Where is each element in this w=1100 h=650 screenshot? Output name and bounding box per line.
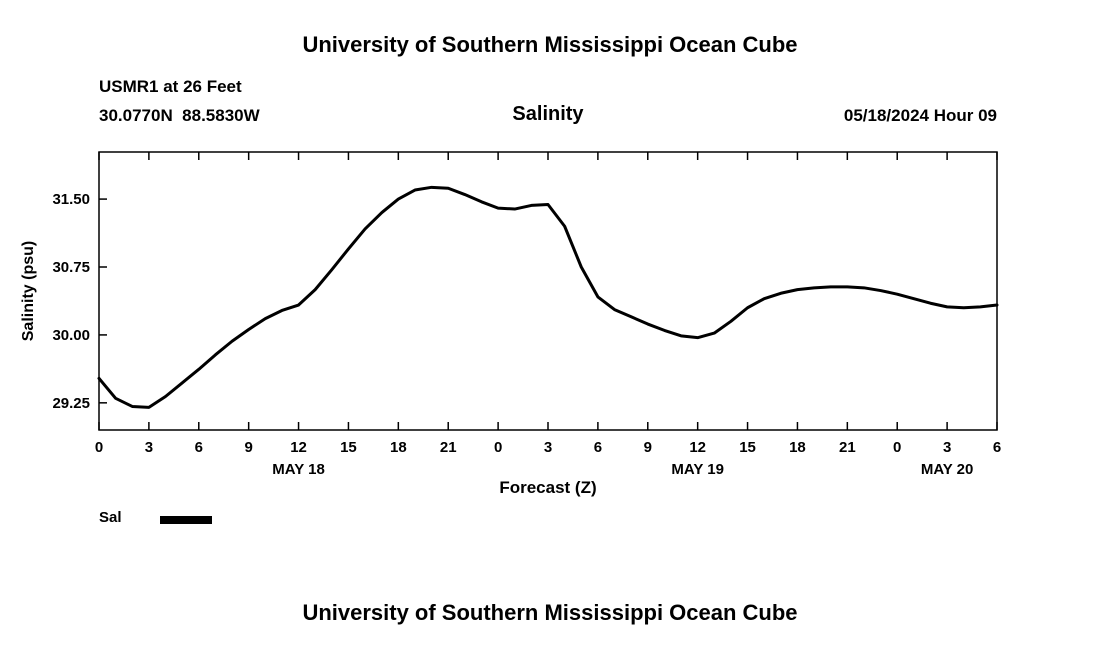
- page-title-top: University of Southern Mississippi Ocean…: [302, 32, 798, 57]
- x-tick-label: 9: [644, 439, 652, 456]
- chart-title: Salinity: [512, 103, 584, 125]
- page-title-bottom: University of Southern Mississippi Ocean…: [302, 600, 798, 625]
- x-tick-label: 3: [943, 439, 951, 456]
- day-label: MAY 20: [921, 461, 974, 478]
- x-tick-label: 6: [195, 439, 203, 456]
- x-tick-label: 0: [893, 439, 901, 456]
- station-label: USMR1 at 26 Feet: [99, 77, 242, 96]
- x-tick-label: 12: [689, 439, 706, 456]
- salinity-line: [97, 185, 999, 409]
- plot-frame: [98, 151, 998, 431]
- x-axis-label: Forecast (Z): [499, 478, 597, 497]
- x-tick-label: 12: [290, 439, 307, 456]
- x-tick-label: 9: [244, 439, 252, 456]
- datetime-label: 05/18/2024 Hour 09: [843, 106, 997, 125]
- x-tick-label: 3: [544, 439, 552, 456]
- x-tick-label: 6: [594, 439, 602, 456]
- legend-label: Sal: [99, 509, 122, 526]
- day-label: MAY 19: [671, 461, 724, 478]
- x-tick-label: 6: [993, 439, 1001, 456]
- x-tick-label: 21: [839, 439, 856, 456]
- x-tick-label: 18: [789, 439, 806, 456]
- x-tick-label: 21: [440, 439, 457, 456]
- x-tick-label: 15: [340, 439, 357, 456]
- coordinates-label: 30.0770N 88.5830W: [99, 106, 260, 125]
- y-tick-label: 29.25: [52, 395, 90, 412]
- y-tick-label: 30.00: [52, 327, 90, 344]
- day-label: MAY 18: [272, 461, 325, 478]
- x-tick-label: 3: [145, 439, 153, 456]
- legend-line-swatch: [160, 516, 212, 524]
- x-tick-label: 15: [739, 439, 756, 456]
- x-tick-label: 0: [494, 439, 502, 456]
- x-tick-label: 18: [390, 439, 407, 456]
- y-tick-label: 30.75: [52, 259, 90, 276]
- y-tick-label: 31.50: [52, 191, 90, 208]
- x-tick-label: 0: [95, 439, 103, 456]
